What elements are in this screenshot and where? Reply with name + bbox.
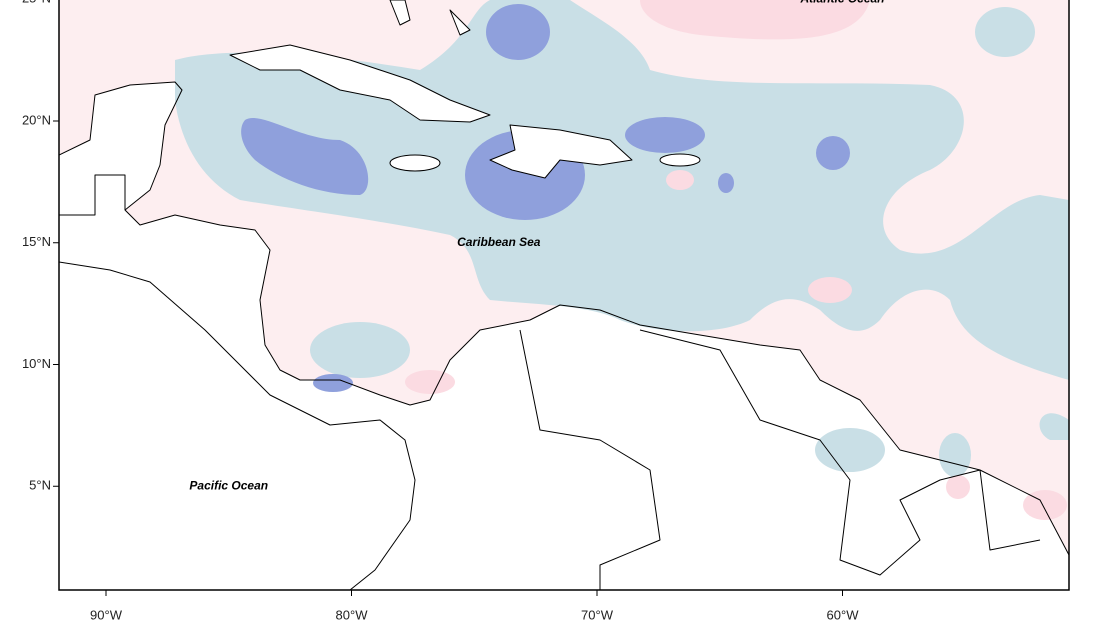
jamaica bbox=[389, 154, 441, 172]
anomaly-dark-blue bbox=[625, 117, 705, 153]
x-tick-label: 60°W bbox=[827, 607, 860, 622]
x-tick-label: 80°W bbox=[336, 607, 369, 622]
anomaly-dark-blue bbox=[486, 4, 550, 60]
coastline-pacific bbox=[59, 261, 416, 590]
sea-label: Pacific Ocean bbox=[189, 478, 268, 492]
anomaly-light-blue bbox=[175, 0, 1069, 440]
map-content bbox=[59, 0, 1069, 590]
border-lines bbox=[59, 174, 1041, 590]
y-tick-label: 5°N bbox=[29, 478, 51, 493]
hispaniola bbox=[489, 124, 633, 179]
bahamas bbox=[389, 0, 471, 36]
sea-label: Atlantic Ocean bbox=[799, 0, 884, 5]
anomaly-pink bbox=[808, 277, 852, 303]
y-tick-label: 15°N bbox=[22, 234, 51, 249]
y-tick-label: 20°N bbox=[22, 112, 51, 127]
anomaly-pink bbox=[666, 170, 694, 190]
anomaly-light-blue bbox=[939, 433, 971, 477]
anomaly-light-blue bbox=[310, 322, 410, 378]
sea-label: Caribbean Sea bbox=[457, 235, 541, 249]
cuba bbox=[229, 44, 491, 123]
anomaly-light-blue bbox=[975, 7, 1035, 57]
anomaly-pink bbox=[640, 0, 870, 40]
anomaly-dark-blue bbox=[241, 117, 369, 195]
x-tick-label: 90°W bbox=[90, 607, 123, 622]
anomaly-pink bbox=[946, 475, 970, 499]
puerto-rico bbox=[659, 153, 701, 167]
anomaly-light-blue bbox=[815, 428, 885, 472]
anomaly-pink bbox=[405, 370, 455, 394]
y-tick-label: 10°N bbox=[22, 356, 51, 371]
map-frame bbox=[58, 0, 1070, 591]
anomaly-dark-blue bbox=[718, 173, 734, 193]
coastline-central-america bbox=[59, 81, 1069, 556]
anomaly-dark-blue bbox=[816, 136, 850, 170]
y-tick-label: 25°N bbox=[22, 0, 51, 6]
x-tick-label: 70°W bbox=[581, 607, 614, 622]
anomaly-dark-blue bbox=[313, 374, 353, 392]
